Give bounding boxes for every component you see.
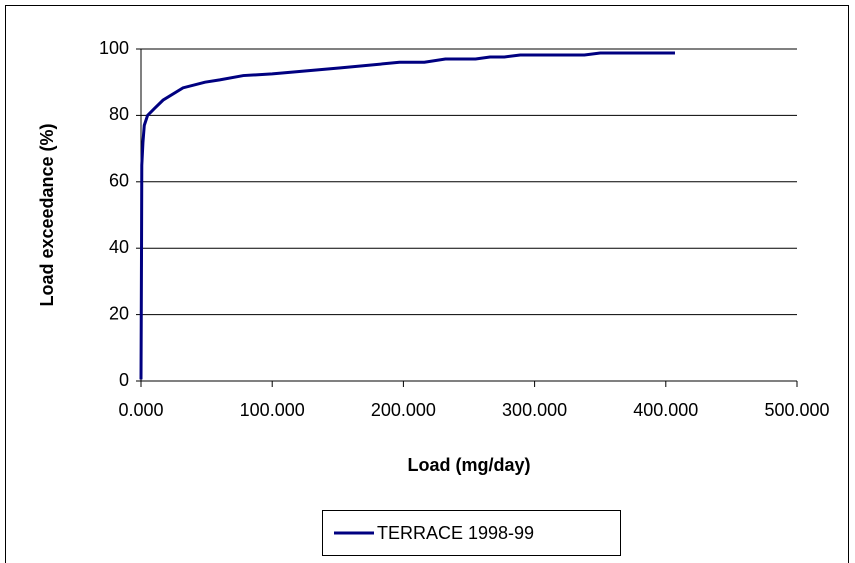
y-tick-label: 20 <box>109 303 129 323</box>
x-axis-title: Load (mg/day) <box>407 455 530 475</box>
y-tick-label: 40 <box>109 237 129 257</box>
x-tick-label: 300.000 <box>502 400 567 420</box>
y-axis-title: Load exceedance (%) <box>37 123 57 306</box>
y-tick-label: 80 <box>109 104 129 124</box>
x-tick-label: 200.000 <box>371 400 436 420</box>
data-line <box>139 51 675 380</box>
x-tick-label: 500.000 <box>764 400 829 420</box>
legend-label: TERRACE 1998-99 <box>377 523 534 543</box>
x-tick-label: 400.000 <box>633 400 698 420</box>
x-tick-label: 100.000 <box>240 400 305 420</box>
chart-frame <box>5 5 849 563</box>
y-tick-label: 100 <box>99 38 129 58</box>
y-tick-label: 0 <box>119 370 129 390</box>
x-tick-label: 0.000 <box>118 400 163 420</box>
y-tick-label: 60 <box>109 171 129 191</box>
